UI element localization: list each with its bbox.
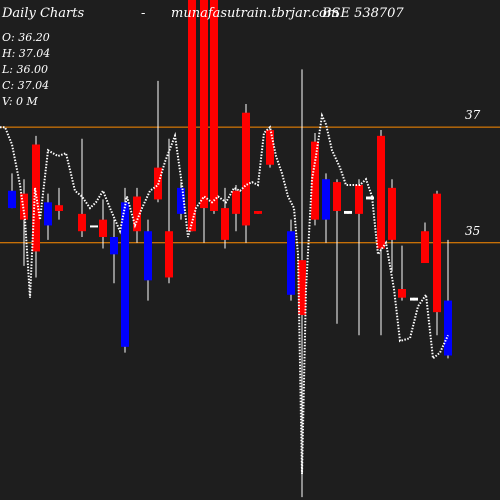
ohlc-volume: V: 0 M [2,95,38,108]
source-watermark: munafasutrain.tbrjar.com [171,6,340,21]
candle-body-6 [90,225,98,228]
ohlc-open: O: 36.20 [2,31,50,44]
candle-body-21 [254,210,262,214]
candle-body-7 [99,219,107,237]
candle-body-31 [377,135,385,249]
symbol-label: BSE 538707 [322,6,404,21]
candle-body-26 [322,179,330,220]
y-tick-label-35: 35 [465,224,480,238]
candle-body-13 [165,231,173,278]
moving-average-line [0,112,449,475]
y-tick-label-37: 37 [465,108,481,122]
candle-body-0 [8,190,16,209]
candle-body-17 [210,0,218,211]
candle-body-25 [311,141,319,220]
candle-body-20 [242,112,250,226]
candle-body-24 [298,260,306,316]
candle-body-23 [287,231,295,295]
candle-body-4 [55,205,63,211]
ohlc-high: H: 37.04 [2,47,51,60]
candle-body-28 [344,210,352,214]
candle-body-27 [333,182,341,211]
candle-body-16 [200,0,208,209]
candle-body-19 [232,190,240,214]
candle-body-8 [110,236,118,255]
candle-body-30 [366,196,374,200]
candle-body-32 [388,187,396,240]
chart-title: Daily Charts [2,6,85,21]
candle-body-1 [20,193,28,220]
candle-body-15 [188,0,196,232]
candle-body-37 [444,300,452,356]
candle-body-35 [421,231,429,264]
candle-body-5 [78,213,86,232]
candle-body-3 [44,202,52,226]
candle-body-29 [355,184,363,214]
candle-body-14 [177,187,185,214]
ohlc-low: L: 36.00 [2,63,48,76]
title-separator: - [141,6,146,21]
candle-body-11 [144,231,152,281]
candle-body-33 [398,289,406,298]
ohlc-close: C: 37.04 [2,79,50,92]
candle-body-22 [266,130,274,165]
candle-body-10 [133,196,141,232]
candle-body-18 [221,208,229,240]
candle-body-34 [410,297,418,301]
candle-body-36 [433,193,441,313]
candle-body-9 [121,202,129,347]
